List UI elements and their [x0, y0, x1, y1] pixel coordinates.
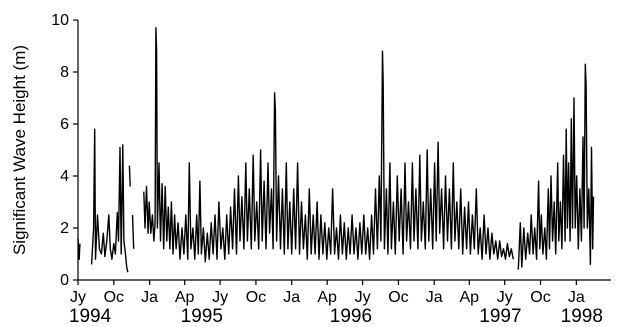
x-tick-label: Jy	[70, 289, 86, 306]
x-tick-label: Oc	[388, 289, 408, 306]
year-label: 1998	[561, 306, 603, 327]
x-tick-label: Ja	[141, 289, 158, 306]
x-tick-label: Jy	[355, 289, 371, 306]
x-tick-label: Jy	[497, 289, 513, 306]
series-line-segment	[143, 27, 514, 263]
y-ticks: 0 2 4 6 8 10	[51, 12, 78, 289]
y-tick-label: 4	[60, 168, 69, 185]
year-label: 1995	[181, 306, 223, 327]
y-tick-label: 2	[60, 220, 69, 237]
series-line-segment	[128, 165, 131, 187]
x-tick-label: Ja	[426, 289, 443, 306]
year-label: 1997	[479, 306, 521, 327]
x-tick-label: Oc	[246, 289, 266, 306]
y-tick-label: 0	[60, 272, 69, 289]
year-label: 1996	[330, 306, 372, 327]
y-axis-title: Significant Wave Height (m)	[10, 45, 29, 255]
x-tick-label: Oc	[104, 289, 124, 306]
x-ticks: Jy Oc Ja Ap Jy Oc Ja Ap Jy Oc Ja Ap Jy Oc Ja	[70, 280, 585, 306]
x-tick-label: Jy	[212, 289, 228, 306]
series-line-segment	[90, 128, 129, 273]
y-tick-label: 6	[60, 116, 69, 133]
y-tick-label: 10	[51, 12, 69, 29]
x-tick-label: Ja	[568, 289, 585, 306]
series-line-segment	[77, 238, 81, 260]
series-wave-height	[77, 27, 595, 273]
x-tick-label: Ap	[175, 289, 195, 306]
x-tick-label: Ja	[283, 289, 300, 306]
x-tick-label: Ap	[459, 289, 479, 306]
year-labels: 1994 1995 1996 1997 1998	[69, 306, 603, 327]
year-label: 1994	[69, 306, 112, 327]
y-tick-label: 8	[60, 64, 69, 81]
axes	[77, 20, 611, 281]
series-line-segment	[131, 214, 135, 249]
x-tick-label: Oc	[530, 289, 550, 306]
x-tick-label: Ap	[317, 289, 337, 306]
series-line-segment	[517, 63, 595, 270]
